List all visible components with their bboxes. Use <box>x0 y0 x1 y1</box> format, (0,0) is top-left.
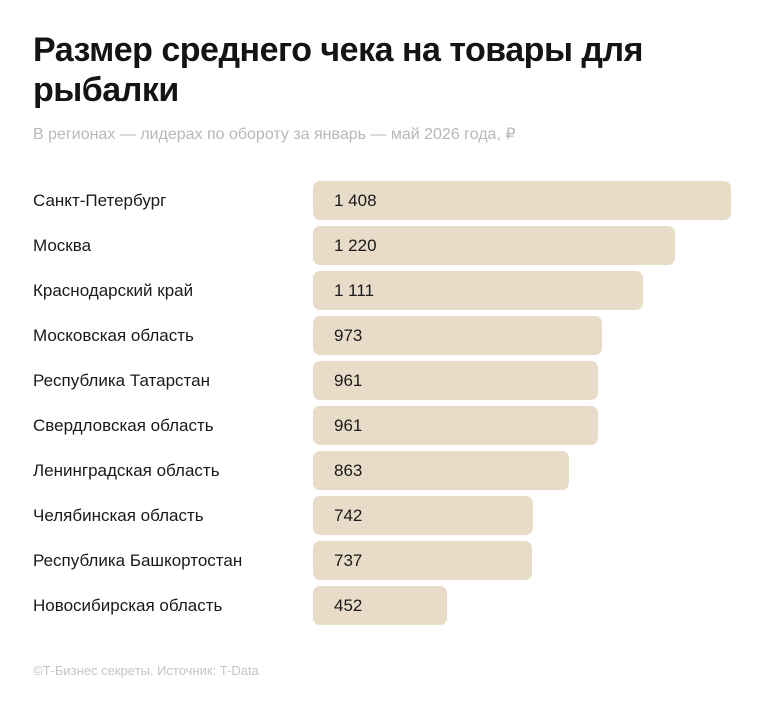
bar-row: Свердловская область 961 <box>0 406 764 445</box>
category-label: Новосибирская область <box>33 596 223 615</box>
category-label: Москва <box>33 236 92 255</box>
bar: 742 <box>313 496 533 535</box>
source-footer: ©Т-Бизнес секреты. Источник: T-Data <box>33 663 259 678</box>
bar: 961 <box>313 406 598 445</box>
bar-value-label: 973 <box>334 326 363 345</box>
bar-row: Санкт-Петербург 1 408 <box>0 181 764 220</box>
category-label: Республика Татарстан <box>33 371 210 390</box>
bar-row: Ленинградская область 863 <box>0 451 764 490</box>
bar-value-label: 452 <box>334 596 363 615</box>
bar: 1 220 <box>313 226 675 265</box>
bar-row: Новосибирская область 452 <box>0 586 764 625</box>
bar-row: Республика Башкортостан 737 <box>0 541 764 580</box>
bar-value-label: 742 <box>334 506 363 525</box>
category-label: Краснодарский край <box>33 281 194 300</box>
bar-value-label: 961 <box>334 371 363 390</box>
bar-value-label: 1 111 <box>334 281 375 300</box>
chart-subtitle: В регионах — лидерах по обороту за январ… <box>33 126 516 143</box>
bar: 737 <box>313 541 532 580</box>
category-label: Свердловская область <box>33 416 214 435</box>
category-label: Московская область <box>33 326 194 345</box>
bar-row: Челябинская область 742 <box>0 496 764 535</box>
bar-value-label: 1 408 <box>334 191 377 210</box>
category-label: Санкт-Петербург <box>33 191 167 210</box>
bar-value-label: 961 <box>334 416 363 435</box>
category-label: Республика Башкортостан <box>33 551 243 570</box>
bar-row: Краснодарский край 1 111 <box>0 271 764 310</box>
bar-row: Москва 1 220 <box>0 226 764 265</box>
bar-row: Республика Татарстан 961 <box>0 361 764 400</box>
bar-value-label: 863 <box>334 461 363 480</box>
bar: 973 <box>313 316 602 355</box>
bar: 452 <box>313 586 447 625</box>
bar: 1 408 <box>313 181 731 220</box>
bar-row: Московская область 973 <box>0 316 764 355</box>
category-label: Челябинская область <box>33 506 204 525</box>
bar-value-label: 1 220 <box>334 236 377 255</box>
chart-title: Размер среднего чека на товары для рыбал… <box>33 31 643 109</box>
category-label: Ленинградская область <box>33 461 220 480</box>
bar-chart: Санкт-Петербург 1 408 Москва 1 220 Краснодар… <box>0 181 764 631</box>
bar-value-label: 737 <box>334 551 363 570</box>
bar: 961 <box>313 361 598 400</box>
bar: 1 111 <box>313 271 643 310</box>
bar: 863 <box>313 451 569 490</box>
